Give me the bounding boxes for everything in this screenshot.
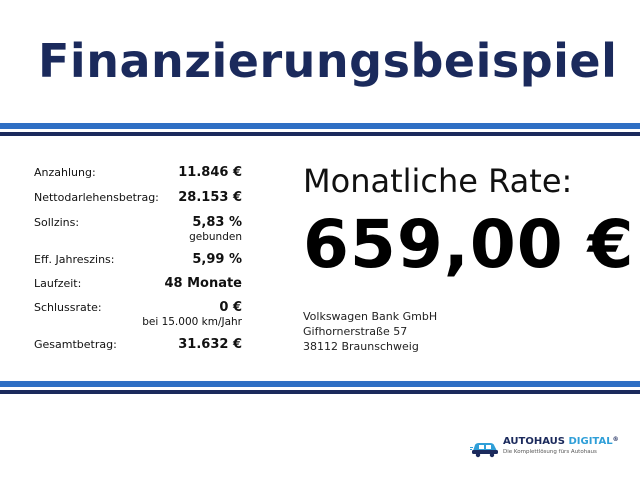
monthly-rate-label: Monatliche Rate: [303,162,573,200]
detail-subtext: gebunden [189,231,242,243]
logo-brand-text: AUTOHAUS DIGITAL® [503,436,619,447]
bottom-divider-band [0,381,640,394]
bank-city: 38112 Braunschweig [303,340,419,353]
top-divider-band [0,123,640,136]
detail-value: 31.632 € [178,337,242,352]
autohaus-digital-logo: AUTOHAUS DIGITAL® Die Komplettlösung für… [470,436,619,460]
detail-label: Eff. Jahreszins: [34,253,115,266]
detail-value: 5,83 % [192,215,242,230]
bank-name: Volkswagen Bank GmbH [303,310,438,323]
detail-label: Laufzeit: [34,277,82,290]
detail-value: 0 € [219,300,242,315]
detail-label: Gesamtbetrag: [34,338,117,351]
detail-label: Schlussrate: [34,301,102,314]
bank-address: Volkswagen Bank GmbH Gifhornerstraße 57 … [303,309,437,354]
page-title: Finanzierungsbeispiel [38,34,618,88]
detail-value: 5,99 % [192,252,242,267]
detail-label: Anzahlung: [34,166,96,179]
bank-street: Gifhornerstraße 57 [303,325,408,338]
detail-value: 11.846 € [178,165,242,180]
car-icon [470,443,498,458]
detail-label: Sollzins: [34,216,80,229]
monthly-rate-value: 659,00 € [303,206,635,283]
logo-tagline: Die Komplettlösung fürs Autohaus [503,449,597,455]
detail-value: 48 Monate [164,276,242,291]
detail-value: 28.153 € [178,190,242,205]
detail-subtext: bei 15.000 km/Jahr [142,316,242,328]
detail-label: Nettodarlehensbetrag: [34,191,159,204]
